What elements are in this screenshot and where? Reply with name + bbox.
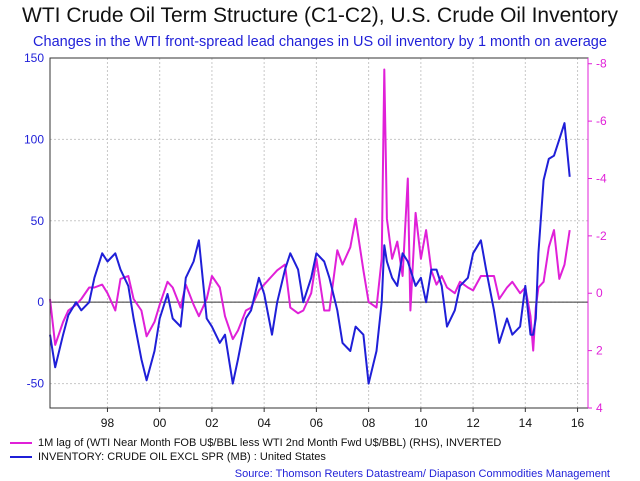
x-tick-label: 02 xyxy=(205,416,219,430)
y-left-tick-label: -50 xyxy=(27,377,45,391)
legend: 1M lag of (WTI Near Month FOB U$/BBL les… xyxy=(10,436,501,464)
x-tick-label: 12 xyxy=(466,416,480,430)
source-note: Source: Thomson Reuters Datastream/ Diap… xyxy=(234,468,610,480)
x-tick-label: 98 xyxy=(101,416,115,430)
x-tick-label: 14 xyxy=(519,416,533,430)
legend-item-spread: 1M lag of (WTI Near Month FOB U$/BBL les… xyxy=(10,436,501,450)
x-tick-label: 10 xyxy=(414,416,428,430)
y-right-tick-label: 0 xyxy=(596,286,603,300)
chart-title: WTI Crude Oil Term Structure (C1-C2), U.… xyxy=(22,4,618,27)
y-right-tick-label: -8 xyxy=(596,57,607,71)
series-group xyxy=(49,68,571,385)
y-right-tick-label: 2 xyxy=(596,344,603,358)
y-left-tick-label: 150 xyxy=(24,51,44,65)
x-tick-label: 16 xyxy=(571,416,585,430)
chart-subtitle: Changes in the WTI front-spread lead cha… xyxy=(33,34,607,50)
legend-label-spread: 1M lag of (WTI Near Month FOB U$/BBL les… xyxy=(38,437,502,449)
y-right-tick-label: 4 xyxy=(596,401,603,415)
plot-frame xyxy=(49,57,589,409)
y-left-tick-label: 0 xyxy=(37,295,44,309)
legend-label-inventory: INVENTORY: CRUDE OIL EXCL SPR (MB) : Uni… xyxy=(38,451,326,463)
legend-item-inventory: INVENTORY: CRUDE OIL EXCL SPR (MB) : Uni… xyxy=(10,450,501,464)
grid xyxy=(50,57,588,408)
legend-swatch-inventory xyxy=(10,456,32,459)
y-right-tick-label: -6 xyxy=(596,114,607,128)
series-line-inventory xyxy=(49,122,571,385)
y-left-tick-label: 50 xyxy=(31,214,45,228)
tick-labels: 98 00 02 04 06 08 10 12 14 16150100500-50-8-6-4-2… xyxy=(24,51,607,430)
x-tick-label: 04 xyxy=(257,416,271,430)
x-tick-label: 06 xyxy=(310,416,324,430)
x-tick-label: 08 xyxy=(362,416,376,430)
y-left-tick-label: 100 xyxy=(24,132,44,146)
legend-swatch-spread xyxy=(10,442,32,445)
x-tick-label: 00 xyxy=(153,416,167,430)
y-right-tick-label: -4 xyxy=(596,171,607,185)
series-line-spread xyxy=(49,68,571,352)
y-right-tick-label: -2 xyxy=(596,229,607,243)
